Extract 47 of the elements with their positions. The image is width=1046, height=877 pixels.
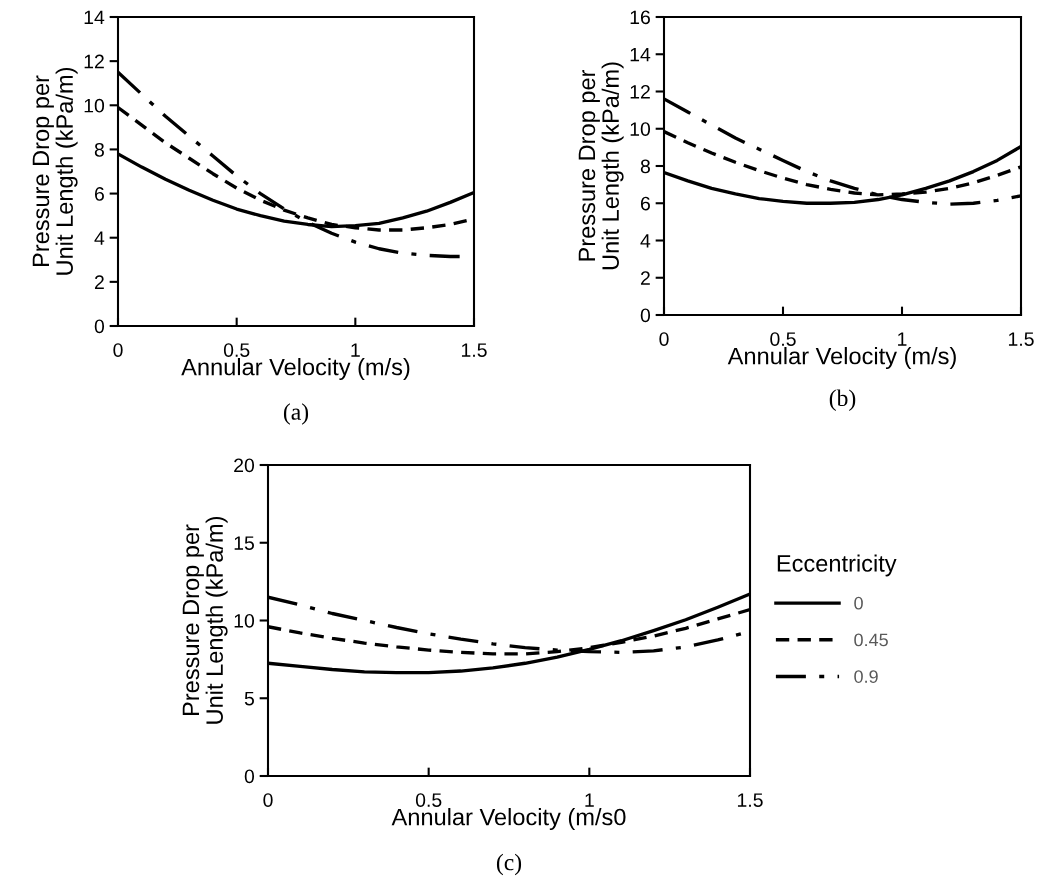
x-tick-label: 0 bbox=[113, 343, 123, 357]
x-tick-label: 1.5 bbox=[1008, 332, 1034, 346]
y-tick-label: 5 bbox=[244, 691, 254, 706]
y-axis-title: Pressure Drop per Unit Length (kPa/m) bbox=[32, 67, 78, 275]
y-tick-label: 14 bbox=[84, 10, 105, 25]
x-tick-label: 1 bbox=[898, 332, 907, 346]
text: (b) bbox=[829, 389, 856, 411]
x-tick-label: 0.5 bbox=[415, 793, 442, 807]
y-tick-label: 10 bbox=[84, 98, 105, 113]
y-axis-title: Pressure Drop per Unit Length (kPa/m) bbox=[578, 62, 624, 270]
text: (a) bbox=[283, 403, 309, 425]
y-tick-label: 2 bbox=[94, 275, 104, 289]
y-tick-label: 6 bbox=[94, 187, 104, 201]
x-axis-title: Annular Velocity (m/s0 bbox=[391, 808, 626, 831]
y-tick-label: 20 bbox=[234, 458, 255, 473]
x-tick-label: 0 bbox=[263, 793, 273, 807]
x-tick-label: 0.5 bbox=[770, 332, 796, 346]
y-tick-label: 4 bbox=[640, 234, 651, 248]
x-tick-label: 1 bbox=[585, 793, 594, 807]
y-tick-label: 14 bbox=[630, 47, 651, 62]
x-axis-title: Annular Velocity (m/s) bbox=[181, 358, 410, 381]
legend-label: 0 bbox=[854, 596, 863, 610]
y-tick-label: 0 bbox=[94, 319, 105, 334]
y-tick-label: 12 bbox=[84, 54, 104, 69]
y-tick-label: 6 bbox=[640, 196, 650, 211]
x-tick-label: 0.5 bbox=[223, 343, 250, 357]
y-axis-title: Pressure Drop per Unit Length (kPa/m) bbox=[182, 516, 228, 724]
y-tick-label: 10 bbox=[630, 122, 651, 136]
x-tick-label: 1.5 bbox=[461, 343, 487, 357]
y-tick-label: 4 bbox=[94, 231, 105, 245]
y-tick-label: 0 bbox=[244, 769, 255, 784]
y-tick-label: 0 bbox=[640, 308, 651, 323]
x-axis-title: Annular Velocity (m/s) bbox=[727, 347, 956, 370]
x-tick-label: 0 bbox=[659, 332, 669, 346]
legend-label: 0.45 bbox=[854, 633, 888, 647]
text: (c) bbox=[496, 853, 522, 876]
y-tick-label: 8 bbox=[94, 142, 104, 157]
x-tick-label: 1.5 bbox=[737, 793, 763, 807]
x-tick-label: 1 bbox=[351, 343, 360, 357]
legend-title: Eccentricity bbox=[777, 554, 897, 577]
y-tick-label: 12 bbox=[630, 84, 650, 99]
y-tick-label: 2 bbox=[640, 271, 650, 285]
legend-label: 0.9 bbox=[854, 670, 878, 683]
y-tick-label: 10 bbox=[234, 613, 255, 628]
y-tick-label: 8 bbox=[640, 159, 650, 174]
y-tick-label: 16 bbox=[630, 10, 650, 25]
y-tick-label: 15 bbox=[234, 536, 254, 550]
